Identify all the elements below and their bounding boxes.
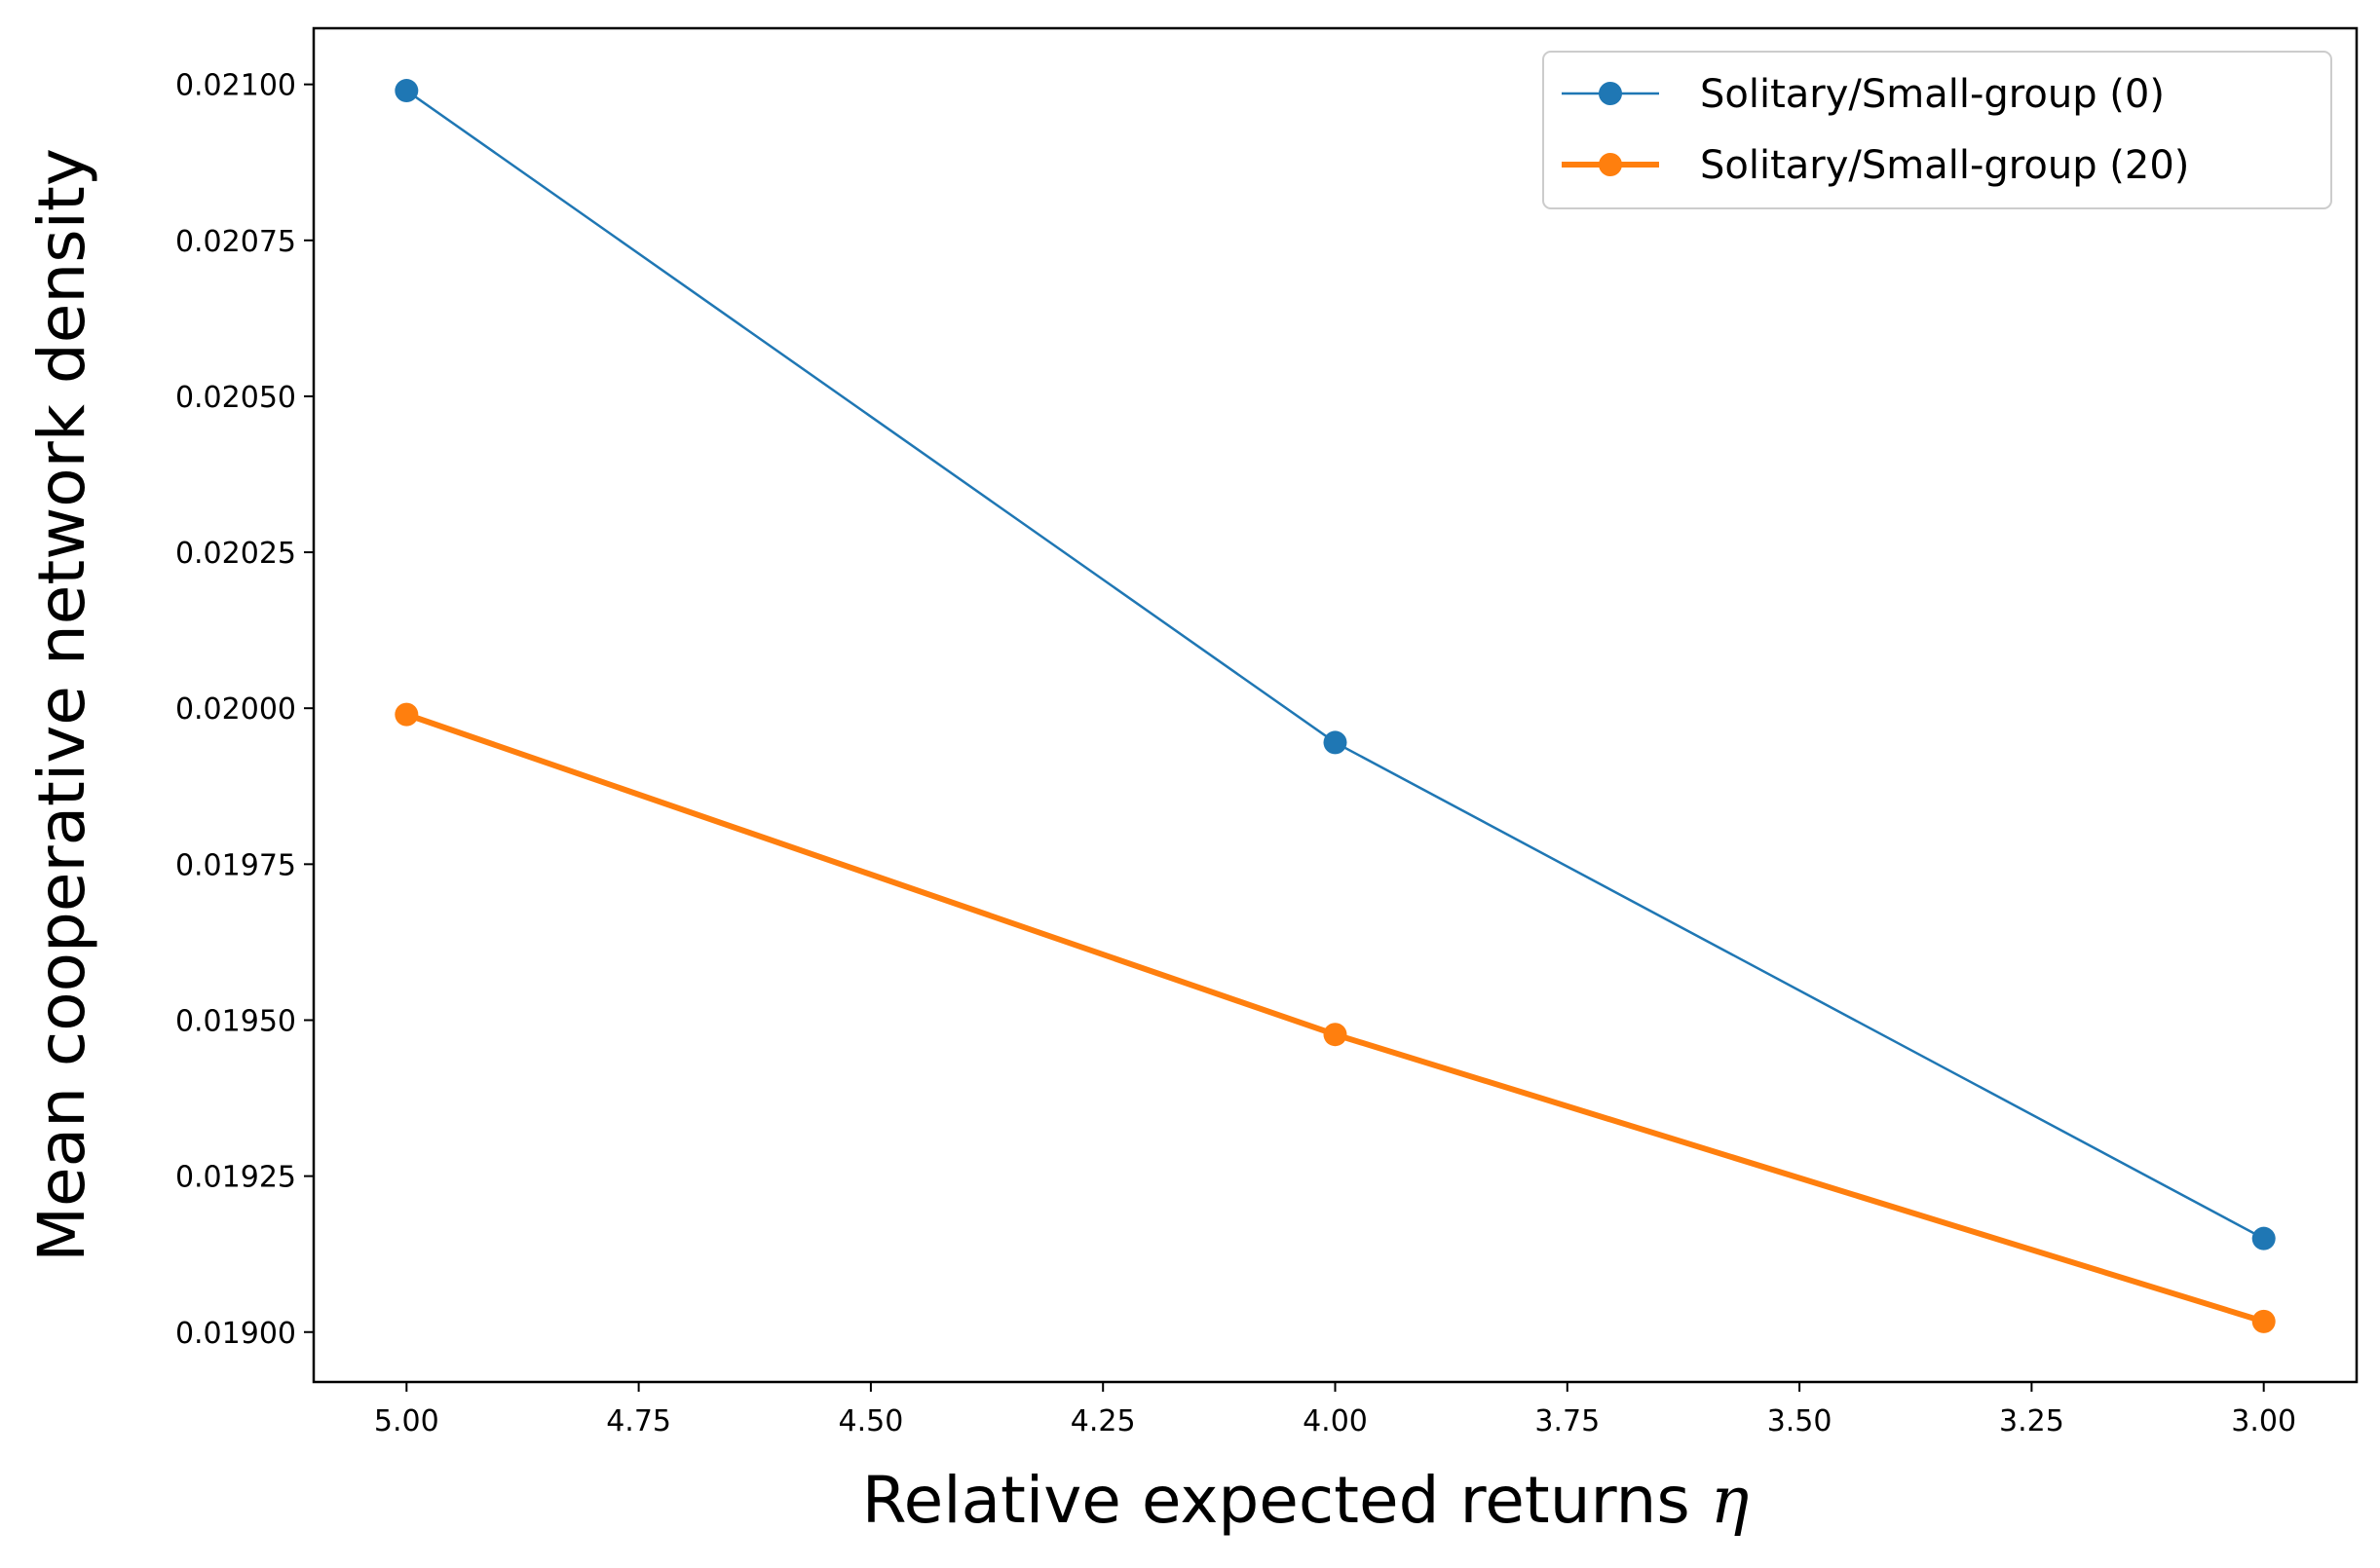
y-tick-label: 0.02025 [175,537,296,571]
x-axis-ticks: 5.00 4.75 4.50 4.25 4.00 3.75 3.50 3.25 3.00 [374,1382,2296,1438]
series-layer [395,79,2276,1333]
data-point [1323,730,1347,755]
x-axis-title-text: Relative expected returns [862,1463,1690,1538]
y-axis-title: Mean cooperative network density [24,148,99,1262]
series-1 [395,702,2276,1333]
y-tick-label: 0.02075 [175,225,296,259]
y-tick-label: 0.01925 [175,1161,296,1195]
data-point [395,79,419,103]
data-point [2251,1309,2276,1333]
legend-swatch-marker-1 [1599,153,1622,176]
data-point [2251,1226,2276,1251]
legend: Solitary/Small-group (0) Solitary/Small-… [1542,51,2332,209]
x-tick-label: 3.75 [1534,1404,1600,1438]
x-tick-label: 3.50 [1767,1404,1832,1438]
y-axis-ticks: 0.01900 0.01925 0.01950 0.01975 0.02000 0.020… [175,69,314,1351]
y-tick-label: 0.02000 [175,692,296,727]
legend-box [1542,51,2332,209]
y-tick-label: 0.01950 [175,1004,296,1038]
legend-label-1: Solitary/Small-group (20) [1700,143,2189,188]
data-point [395,702,419,727]
legend-swatch-marker-0 [1599,82,1622,105]
legend-label-0: Solitary/Small-group (0) [1700,72,2165,117]
x-tick-label: 4.00 [1303,1404,1368,1438]
x-tick-label: 4.25 [1071,1404,1136,1438]
x-tick-label: 4.50 [839,1404,904,1438]
x-tick-label: 3.00 [2231,1404,2296,1438]
series-0 [395,79,2276,1251]
x-tick-label: 3.25 [1999,1404,2064,1438]
x-axis-title: Relative expected returns η [862,1463,1750,1538]
y-tick-label: 0.02100 [175,69,296,103]
y-tick-label: 0.01900 [175,1317,296,1351]
y-tick-label: 0.02050 [175,381,296,415]
data-point [1323,1023,1347,1047]
x-tick-label: 5.00 [374,1404,439,1438]
x-tick-label: 4.75 [606,1404,671,1438]
x-axis-title-symbol: η [1711,1463,1750,1538]
y-tick-label: 0.01975 [175,848,296,882]
